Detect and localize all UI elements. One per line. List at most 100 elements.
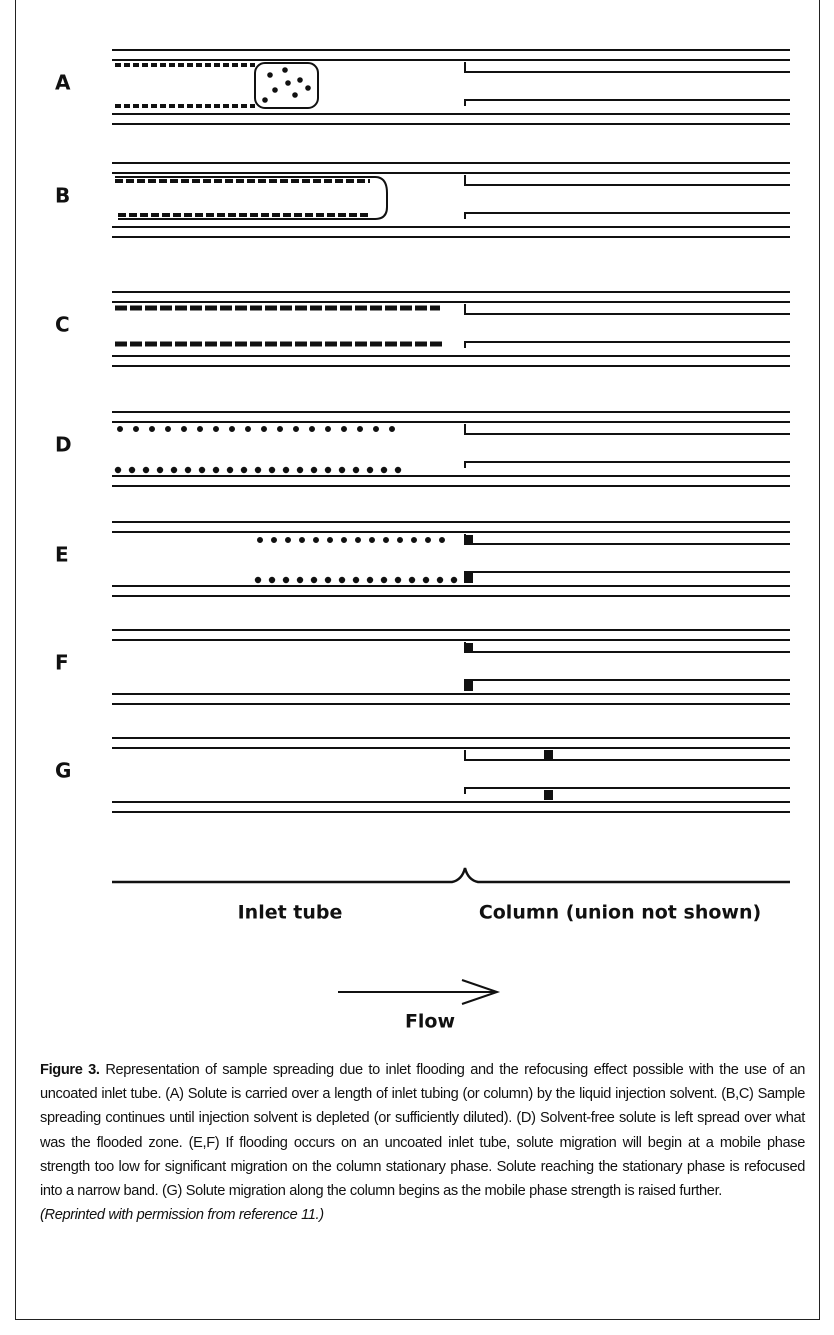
- column-wall: [464, 534, 790, 545]
- panel-label: G: [55, 759, 71, 783]
- solute-dot: [262, 97, 268, 103]
- solute-dot: [425, 537, 431, 543]
- solute-dot: [296, 466, 304, 474]
- solute-dot: [142, 466, 150, 474]
- tube-panel: G: [55, 737, 790, 813]
- solute-dot: [341, 426, 347, 432]
- column-wall: [464, 750, 790, 761]
- solute-dot: [450, 576, 458, 584]
- sample: [115, 176, 388, 220]
- panel-label: A: [55, 71, 71, 95]
- tube-panel: C: [55, 291, 790, 367]
- solute-dot: [156, 466, 164, 474]
- sample: [464, 643, 473, 691]
- solute-dot: [254, 466, 262, 474]
- column-wall: [464, 679, 790, 686]
- column-wall: [464, 62, 790, 73]
- solute-band: [464, 681, 473, 691]
- solute-dot: [394, 466, 402, 474]
- column-wall: [464, 212, 790, 219]
- solute-dot: [267, 72, 273, 78]
- caption: Figure 3. Representation of sample sprea…: [40, 1058, 805, 1227]
- tube-panel: A: [55, 49, 790, 125]
- solute-dot: [213, 426, 219, 432]
- solute-dot: [296, 576, 304, 584]
- solute-dot: [325, 426, 331, 432]
- solute-dot: [439, 537, 445, 543]
- solute-dot: [114, 466, 122, 474]
- solute-dot: [338, 466, 346, 474]
- panel-label: D: [55, 433, 72, 457]
- solute-dot: [257, 537, 263, 543]
- solute-dot: [198, 466, 206, 474]
- solute-dot: [271, 537, 277, 543]
- solute-dot: [436, 576, 444, 584]
- solute-dot: [165, 426, 171, 432]
- solute-dot: [277, 426, 283, 432]
- solute-dot: [380, 466, 388, 474]
- solute-dot: [352, 466, 360, 474]
- solute-band: [464, 643, 473, 653]
- column-wall: [464, 571, 790, 578]
- flooded-zone: [115, 63, 255, 108]
- solute-dot: [212, 466, 220, 474]
- solute-dot: [272, 87, 278, 93]
- solvent-plug: [115, 176, 388, 220]
- solute-dot: [310, 576, 318, 584]
- solute-dot: [389, 426, 395, 432]
- flooded-zone: [115, 305, 445, 347]
- solute-band: [464, 535, 473, 545]
- caption-credit: (Reprinted with permission from referenc…: [40, 1207, 324, 1224]
- sample: [114, 426, 402, 474]
- solute-dot: [293, 426, 299, 432]
- solute-dot: [383, 537, 389, 543]
- tube-panel: D: [55, 411, 790, 487]
- solute-dot: [282, 576, 290, 584]
- solute-dot: [282, 67, 288, 73]
- solute-dot: [341, 537, 347, 543]
- column-wall: [464, 424, 790, 435]
- tube-panel: F: [55, 629, 790, 705]
- flooded-zone: [115, 179, 370, 217]
- caption-text: Representation of sample spreading due t…: [40, 1062, 805, 1200]
- flow-arrow: [338, 979, 501, 1005]
- column-wall: [464, 175, 790, 186]
- solute-dot: [352, 576, 360, 584]
- panel-label: E: [55, 543, 69, 567]
- solute-dot: [285, 80, 291, 86]
- solute-dot: [324, 576, 332, 584]
- solute-dot: [149, 426, 155, 432]
- solute-dot: [240, 466, 248, 474]
- solute-dot: [366, 576, 374, 584]
- solute-dot: [268, 576, 276, 584]
- sample: [115, 62, 319, 109]
- solute-dot: [285, 537, 291, 543]
- tube-panel: B: [55, 162, 790, 238]
- solvent-plug: [254, 62, 319, 109]
- solute-dot: [380, 576, 388, 584]
- solute-dot: [229, 426, 235, 432]
- solute-dot: [117, 426, 123, 432]
- solute-dot: [369, 537, 375, 543]
- solute-dot: [397, 537, 403, 543]
- brace: [112, 867, 790, 884]
- solute-dot: [422, 576, 430, 584]
- solute-dot: [170, 466, 178, 474]
- solute-dot: [355, 537, 361, 543]
- solute-band: [464, 573, 473, 583]
- column-wall: [464, 642, 790, 653]
- sample: [544, 750, 553, 800]
- column-wall: [464, 341, 790, 348]
- solute-dot: [338, 576, 346, 584]
- solute-dot: [310, 466, 318, 474]
- solute-dot: [327, 537, 333, 543]
- solute-dot: [254, 576, 262, 584]
- solute-dot: [282, 466, 290, 474]
- solute-dot: [245, 426, 251, 432]
- flow-label: Flow: [405, 1011, 455, 1033]
- diagram: Inlet tube Column (union not shown) Flow…: [55, 49, 790, 1033]
- column-wall: [464, 99, 790, 106]
- solute-dot: [373, 426, 379, 432]
- solute-dot: [394, 576, 402, 584]
